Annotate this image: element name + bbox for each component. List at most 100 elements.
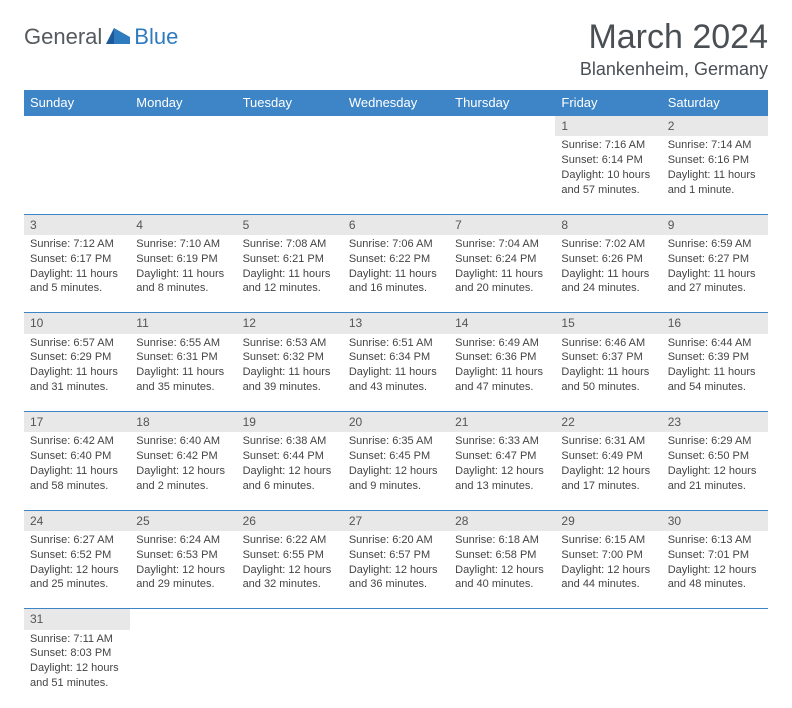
weekday-header: Thursday	[449, 90, 555, 116]
daynum-row: 31	[24, 609, 768, 630]
day-detail-line: Sunrise: 7:10 AM	[136, 237, 230, 252]
weekday-header: Tuesday	[237, 90, 343, 116]
day-number-cell: 4	[130, 214, 236, 235]
day-content-cell: Sunrise: 7:11 AMSunset: 8:03 PMDaylight:…	[24, 630, 130, 708]
day-content-cell	[555, 630, 661, 708]
day-content-cell	[130, 630, 236, 708]
day-detail-line: Daylight: 12 hours	[136, 563, 230, 578]
day-detail-line: Sunrise: 6:46 AM	[561, 336, 655, 351]
day-detail-line: Daylight: 11 hours	[668, 168, 762, 183]
day-detail-line: Sunset: 6:50 PM	[668, 449, 762, 464]
day-detail-line: Sunrise: 6:49 AM	[455, 336, 549, 351]
day-detail-line: and 27 minutes.	[668, 281, 762, 296]
day-detail-line: and 32 minutes.	[243, 577, 337, 592]
day-detail-line: Daylight: 11 hours	[668, 365, 762, 380]
day-detail-line: Daylight: 11 hours	[30, 365, 124, 380]
day-detail-line: Sunset: 6:44 PM	[243, 449, 337, 464]
content-row: Sunrise: 6:27 AMSunset: 6:52 PMDaylight:…	[24, 531, 768, 609]
day-detail-line: Sunset: 6:21 PM	[243, 252, 337, 267]
day-detail-line: Daylight: 12 hours	[243, 563, 337, 578]
title-block: March 2024 Blankenheim, Germany	[580, 18, 768, 80]
content-row: Sunrise: 7:12 AMSunset: 6:17 PMDaylight:…	[24, 235, 768, 313]
day-number-cell: 24	[24, 510, 130, 531]
weekday-header: Monday	[130, 90, 236, 116]
day-detail-line: and 43 minutes.	[349, 380, 443, 395]
day-content-cell: Sunrise: 6:42 AMSunset: 6:40 PMDaylight:…	[24, 432, 130, 510]
day-content-cell	[237, 630, 343, 708]
day-content-cell	[237, 136, 343, 214]
day-number-cell: 23	[662, 412, 768, 433]
day-content-cell: Sunrise: 6:20 AMSunset: 6:57 PMDaylight:…	[343, 531, 449, 609]
day-detail-line: and 12 minutes.	[243, 281, 337, 296]
day-number-cell	[130, 609, 236, 630]
day-content-cell: Sunrise: 6:24 AMSunset: 6:53 PMDaylight:…	[130, 531, 236, 609]
day-detail-line: Sunrise: 6:44 AM	[668, 336, 762, 351]
day-detail-line: Sunset: 6:19 PM	[136, 252, 230, 267]
day-detail-line: Sunrise: 6:38 AM	[243, 434, 337, 449]
day-detail-line: and 36 minutes.	[349, 577, 443, 592]
day-detail-line: Sunset: 6:31 PM	[136, 350, 230, 365]
day-number-cell: 26	[237, 510, 343, 531]
day-content-cell: Sunrise: 7:10 AMSunset: 6:19 PMDaylight:…	[130, 235, 236, 313]
day-detail-line: and 25 minutes.	[30, 577, 124, 592]
day-number-cell: 9	[662, 214, 768, 235]
day-number-cell	[449, 609, 555, 630]
day-detail-line: Sunrise: 6:15 AM	[561, 533, 655, 548]
day-detail-line: Sunset: 6:40 PM	[30, 449, 124, 464]
day-number-cell: 7	[449, 214, 555, 235]
day-detail-line: and 5 minutes.	[30, 281, 124, 296]
day-detail-line: Sunrise: 7:14 AM	[668, 138, 762, 153]
day-content-cell: Sunrise: 6:49 AMSunset: 6:36 PMDaylight:…	[449, 334, 555, 412]
day-number-cell: 10	[24, 313, 130, 334]
day-content-cell: Sunrise: 6:15 AMSunset: 7:00 PMDaylight:…	[555, 531, 661, 609]
day-content-cell: Sunrise: 6:33 AMSunset: 6:47 PMDaylight:…	[449, 432, 555, 510]
day-detail-line: Sunrise: 7:08 AM	[243, 237, 337, 252]
day-detail-line: and 48 minutes.	[668, 577, 762, 592]
day-content-cell: Sunrise: 7:14 AMSunset: 6:16 PMDaylight:…	[662, 136, 768, 214]
day-detail-line: Sunset: 6:24 PM	[455, 252, 549, 267]
day-content-cell	[24, 136, 130, 214]
day-number-cell	[555, 609, 661, 630]
day-number-cell	[662, 609, 768, 630]
day-content-cell: Sunrise: 7:12 AMSunset: 6:17 PMDaylight:…	[24, 235, 130, 313]
day-detail-line: Sunset: 6:14 PM	[561, 153, 655, 168]
day-number-cell: 1	[555, 116, 661, 137]
day-detail-line: Sunrise: 6:22 AM	[243, 533, 337, 548]
day-detail-line: and 24 minutes.	[561, 281, 655, 296]
day-detail-line: Daylight: 11 hours	[455, 365, 549, 380]
day-detail-line: Sunset: 6:45 PM	[349, 449, 443, 464]
day-detail-line: Sunset: 6:32 PM	[243, 350, 337, 365]
day-number-cell: 15	[555, 313, 661, 334]
day-content-cell: Sunrise: 6:59 AMSunset: 6:27 PMDaylight:…	[662, 235, 768, 313]
day-detail-line: Daylight: 11 hours	[668, 267, 762, 282]
day-number-cell	[343, 609, 449, 630]
weekday-header: Saturday	[662, 90, 768, 116]
day-detail-line: Daylight: 12 hours	[243, 464, 337, 479]
daynum-row: 17181920212223	[24, 412, 768, 433]
day-number-cell	[237, 609, 343, 630]
day-detail-line: and 1 minute.	[668, 183, 762, 198]
day-detail-line: Daylight: 11 hours	[30, 267, 124, 282]
day-detail-line: and 35 minutes.	[136, 380, 230, 395]
day-content-cell: Sunrise: 6:40 AMSunset: 6:42 PMDaylight:…	[130, 432, 236, 510]
day-detail-line: Sunset: 6:36 PM	[455, 350, 549, 365]
day-detail-line: Daylight: 11 hours	[243, 365, 337, 380]
day-detail-line: Sunset: 6:58 PM	[455, 548, 549, 563]
day-detail-line: Sunset: 6:52 PM	[30, 548, 124, 563]
day-detail-line: Sunset: 6:22 PM	[349, 252, 443, 267]
day-detail-line: and 50 minutes.	[561, 380, 655, 395]
day-number-cell: 21	[449, 412, 555, 433]
day-detail-line: Daylight: 12 hours	[668, 563, 762, 578]
day-detail-line: Sunset: 6:29 PM	[30, 350, 124, 365]
day-number-cell: 11	[130, 313, 236, 334]
day-detail-line: Sunrise: 6:13 AM	[668, 533, 762, 548]
day-detail-line: Daylight: 11 hours	[136, 365, 230, 380]
day-detail-line: and 58 minutes.	[30, 479, 124, 494]
day-detail-line: Sunset: 7:00 PM	[561, 548, 655, 563]
header: General Blue March 2024 Blankenheim, Ger…	[24, 18, 768, 80]
day-number-cell: 17	[24, 412, 130, 433]
weekday-header-row: Sunday Monday Tuesday Wednesday Thursday…	[24, 90, 768, 116]
day-detail-line: and 54 minutes.	[668, 380, 762, 395]
day-detail-line: Daylight: 11 hours	[136, 267, 230, 282]
day-detail-line: Sunset: 6:53 PM	[136, 548, 230, 563]
